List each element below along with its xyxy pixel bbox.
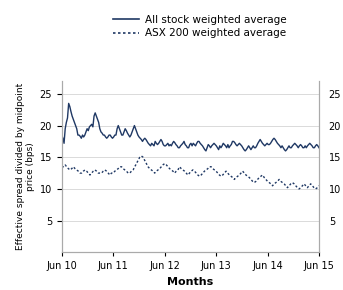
Legend: All stock weighted average, ASX 200 weighted average: All stock weighted average, ASX 200 weig… <box>113 14 286 38</box>
Y-axis label: Effective spread divided by midpoint
price (bps): Effective spread divided by midpoint pri… <box>16 83 35 250</box>
X-axis label: Months: Months <box>167 277 213 287</box>
